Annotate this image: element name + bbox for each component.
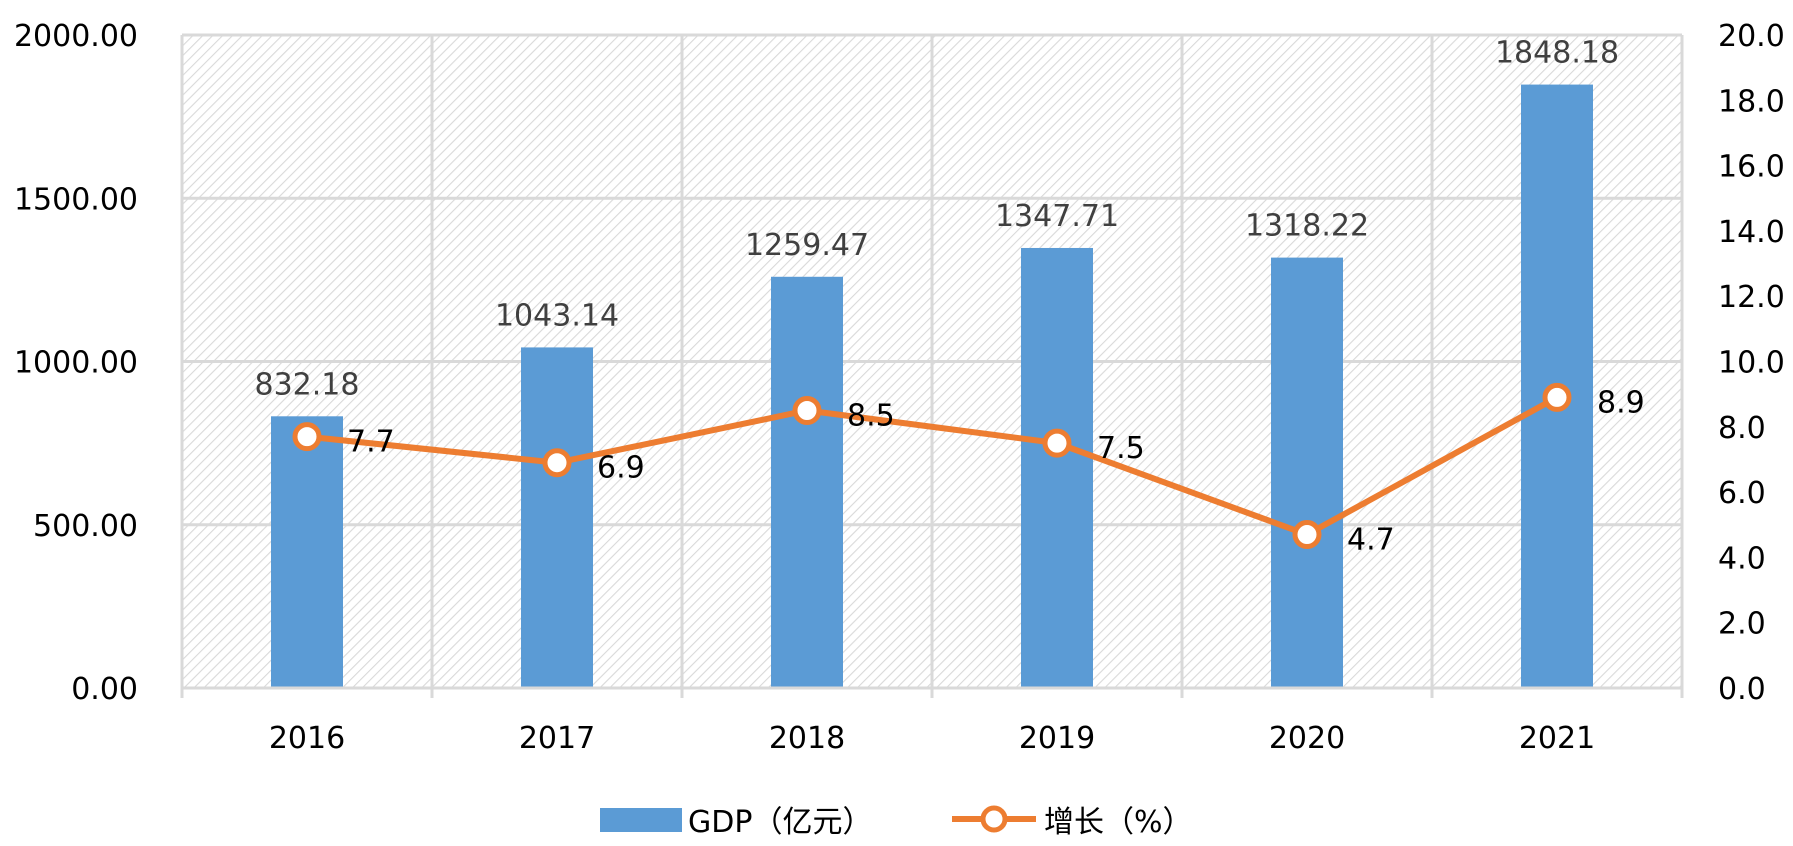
left-axis-tick-label: 500.00 bbox=[33, 509, 138, 544]
gdp-bar-labels: 832.18 1043.14 1259.47 1347.71 1318.22 1848.1… bbox=[255, 36, 1620, 403]
growth-line-path bbox=[306, 394, 1559, 538]
left-axis-tick-label: 1500.00 bbox=[14, 182, 138, 217]
growth-point bbox=[292, 422, 322, 452]
gdp-bar-value-label: 1347.71 bbox=[995, 199, 1119, 234]
gdp-bar bbox=[271, 416, 343, 688]
x-axis-tick-label: 2018 bbox=[769, 721, 845, 756]
right-axis-tick-label: 12.0 bbox=[1718, 280, 1785, 315]
growth-value-label: 8.5 bbox=[847, 398, 895, 433]
gdp-bar-value-label: 1318.22 bbox=[1245, 209, 1369, 244]
growth-point bbox=[1292, 520, 1322, 550]
growth-line bbox=[292, 382, 1572, 550]
gdp-bar bbox=[1021, 247, 1093, 688]
x-axis: 2016 2017 2018 2019 2020 2021 bbox=[269, 721, 1595, 756]
right-axis-tick-label: 16.0 bbox=[1718, 150, 1785, 185]
left-axis-tick-label: 1000.00 bbox=[14, 346, 138, 381]
x-axis-tick-label: 2016 bbox=[269, 721, 345, 756]
growth-value-label: 8.9 bbox=[1597, 385, 1645, 420]
growth-point bbox=[792, 395, 822, 425]
legend: GDP（亿元） 增长（%） bbox=[600, 805, 1193, 840]
growth-value-label: 4.7 bbox=[1347, 523, 1395, 558]
gdp-bar-value-label: 1848.18 bbox=[1495, 36, 1619, 71]
right-axis-tick-label: 6.0 bbox=[1718, 476, 1766, 511]
right-axis-tick-label: 20.0 bbox=[1718, 19, 1785, 54]
left-axis-tick-label: 0.00 bbox=[71, 672, 138, 707]
right-axis-tick-label: 14.0 bbox=[1718, 215, 1785, 250]
right-axis-tick-label: 0.0 bbox=[1718, 672, 1766, 707]
legend-swatch-gdp bbox=[600, 808, 682, 832]
right-y-axis: 0.0 2.0 4.0 6.0 8.0 10.0 12.0 14.0 16.0 18.0 20.0 bbox=[1718, 19, 1785, 707]
growth-value-label: 6.9 bbox=[597, 451, 645, 486]
right-axis-tick-label: 8.0 bbox=[1718, 411, 1766, 446]
gridlines bbox=[180, 33, 1684, 698]
left-axis-tick-label: 2000.00 bbox=[14, 19, 138, 54]
right-axis-tick-label: 10.0 bbox=[1718, 346, 1785, 381]
right-axis-tick-label: 4.0 bbox=[1718, 541, 1766, 576]
gdp-bar-value-label: 1259.47 bbox=[745, 228, 869, 263]
growth-point bbox=[1042, 428, 1072, 458]
legend-label-growth: 增长（%） bbox=[1044, 805, 1193, 840]
x-axis-tick-label: 2017 bbox=[519, 721, 595, 756]
legend-label-gdp: GDP（亿元） bbox=[688, 805, 872, 840]
left-y-axis: 0.00 500.00 1000.00 1500.00 2000.00 bbox=[14, 19, 138, 707]
gdp-bar bbox=[771, 276, 843, 688]
growth-line-labels: 7.7 6.9 8.5 7.5 4.7 8.9 bbox=[347, 385, 1645, 557]
right-axis-tick-label: 18.0 bbox=[1718, 84, 1785, 119]
x-axis-tick-label: 2021 bbox=[1519, 721, 1595, 756]
right-axis-tick-label: 2.0 bbox=[1718, 607, 1766, 642]
gdp-bar-value-label: 1043.14 bbox=[495, 298, 619, 333]
x-axis-tick-label: 2020 bbox=[1269, 721, 1345, 756]
growth-point bbox=[1542, 382, 1572, 412]
growth-point bbox=[542, 448, 572, 478]
growth-value-label: 7.5 bbox=[1097, 431, 1145, 466]
gdp-bar bbox=[1271, 257, 1343, 688]
gdp-bar bbox=[521, 347, 593, 688]
gdp-bar-value-label: 832.18 bbox=[255, 367, 360, 402]
x-axis-tick-label: 2019 bbox=[1019, 721, 1095, 756]
growth-value-label: 7.7 bbox=[347, 425, 395, 460]
legend-swatch-growth-marker bbox=[980, 805, 1008, 833]
